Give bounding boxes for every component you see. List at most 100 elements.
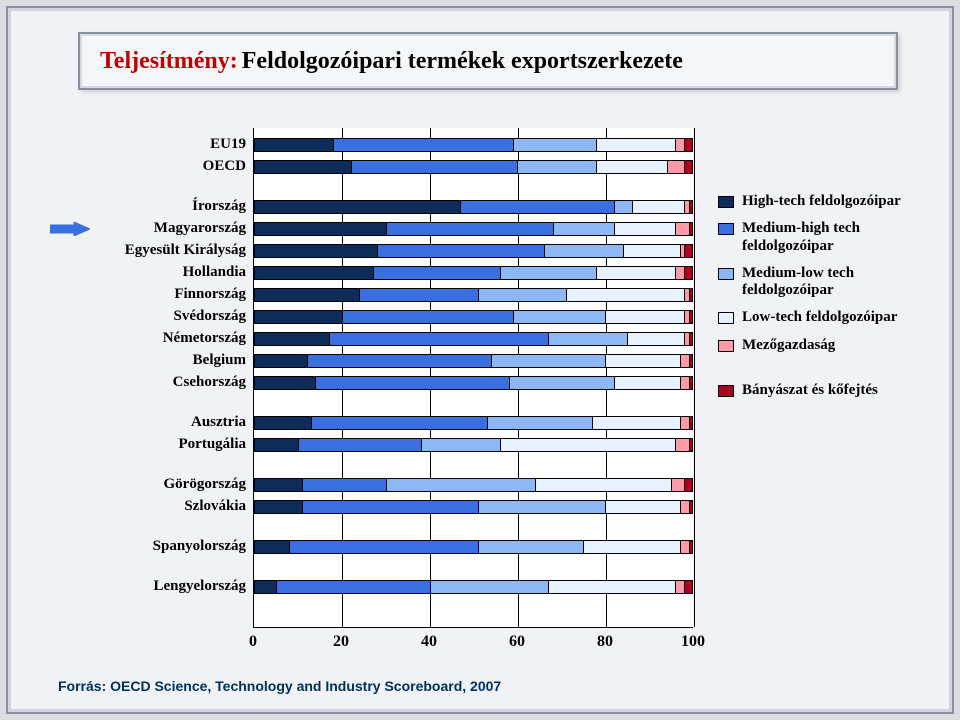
bar-segment-high_tech — [254, 500, 302, 514]
category-label: Csehország — [48, 374, 246, 391]
bar-segment-low_tech — [548, 580, 675, 594]
category-label: Németország — [48, 330, 246, 347]
bar-segment-high_tech — [254, 580, 276, 594]
category-label: Görögország — [48, 476, 246, 493]
bar-segment-med_low — [430, 580, 549, 594]
bar-segment-low_tech — [605, 310, 684, 324]
bar-segment-med_low — [544, 244, 623, 258]
bar-row — [254, 288, 693, 302]
bar-row — [254, 222, 693, 236]
bar-segment-med_low — [500, 266, 597, 280]
bar-segment-mining — [689, 332, 693, 346]
bar-segment-high_tech — [254, 416, 311, 430]
category-label: Szlovákia — [48, 498, 246, 515]
bar-segment-high_tech — [254, 266, 373, 280]
bar-segment-high_tech — [254, 138, 333, 152]
axis-tick-label: 0 — [249, 633, 257, 651]
title-rest: Feldolgozóipari termékek exportszerkezet… — [242, 48, 683, 75]
bar-segment-med_high — [302, 478, 385, 492]
bar-segment-agri — [680, 376, 689, 390]
bar-segment-med_high — [333, 138, 513, 152]
bar-segment-agri — [675, 438, 688, 452]
bar-segment-agri — [675, 222, 688, 236]
title-box: Teljesítmény: Feldolgozóipari termékek e… — [78, 32, 898, 90]
bar-row — [254, 200, 693, 214]
axis-tick-label: 100 — [681, 633, 705, 651]
bar-segment-mining — [689, 310, 693, 324]
bar-segment-high_tech — [254, 540, 289, 554]
bar-segment-low_tech — [596, 138, 675, 152]
bar-segment-med_high — [359, 288, 478, 302]
bar-segment-mining — [684, 580, 693, 594]
bar-row — [254, 416, 693, 430]
category-label: EU19 — [48, 136, 246, 153]
bar-segment-agri — [671, 478, 684, 492]
legend-item: Medium-high tech feldolgozóipar — [718, 220, 918, 255]
bar-segment-high_tech — [254, 310, 342, 324]
bar-segment-low_tech — [605, 354, 680, 368]
bar-segment-agri — [680, 500, 689, 514]
legend: High-tech feldolgozóipar Medium-high tech… — [718, 193, 918, 409]
bar-segment-low_tech — [614, 376, 680, 390]
bar-segment-mining — [684, 244, 693, 258]
bar-segment-mining — [689, 416, 693, 430]
bar-row — [254, 310, 693, 324]
bar-segment-med_high — [289, 540, 478, 554]
legend-item: High-tech feldolgozóipar — [718, 193, 918, 210]
bar-segment-mining — [684, 266, 693, 280]
bar-segment-med_high — [377, 244, 544, 258]
bar-segment-high_tech — [254, 332, 329, 346]
bar-segment-high_tech — [254, 354, 307, 368]
bar-segment-med_low — [553, 222, 614, 236]
plot-area — [253, 128, 693, 628]
legend-swatch — [718, 340, 734, 352]
category-label: Hollandia — [48, 264, 246, 281]
bar-segment-high_tech — [254, 244, 377, 258]
axis-tick-label: 40 — [421, 633, 437, 651]
chart: EU19OECDÍrországMagyarországEgyesült Kir… — [48, 128, 928, 658]
bar-segment-med_low — [478, 540, 583, 554]
category-label: Írország — [48, 198, 246, 215]
bar-segment-mining — [689, 376, 693, 390]
axis-tick-label: 20 — [333, 633, 349, 651]
bar-row — [254, 138, 693, 152]
legend-label: Medium-low tech feldolgozóipar — [742, 265, 918, 300]
bar-segment-low_tech — [632, 200, 685, 214]
bar-segment-mining — [689, 200, 693, 214]
bar-segment-low_tech — [596, 266, 675, 280]
bar-segment-med_low — [478, 500, 605, 514]
bar-row — [254, 500, 693, 514]
bar-segment-mining — [684, 478, 693, 492]
legend-item: Bányászat és kőfejtés — [718, 382, 918, 399]
legend-item: Medium-low tech feldolgozóipar — [718, 265, 918, 300]
bar-segment-med_high — [276, 580, 430, 594]
bar-row — [254, 244, 693, 258]
bar-segment-med_low — [517, 160, 596, 174]
category-label: Portugália — [48, 436, 246, 453]
bar-segment-low_tech — [623, 244, 680, 258]
axis-tick-label: 60 — [509, 633, 525, 651]
bar-segment-mining — [689, 500, 693, 514]
bar-segment-med_low — [513, 138, 596, 152]
bar-segment-low_tech — [627, 332, 684, 346]
bar-segment-mining — [689, 438, 693, 452]
bar-segment-med_low — [478, 288, 566, 302]
legend-label: Medium-high tech feldolgozóipar — [742, 220, 918, 255]
bar-segment-med_high — [342, 310, 513, 324]
bar-segment-low_tech — [614, 222, 675, 236]
bar-segment-high_tech — [254, 438, 298, 452]
bar-segment-high_tech — [254, 222, 386, 236]
bar-segment-med_low — [487, 416, 592, 430]
bar-segment-agri — [680, 540, 689, 554]
category-label: Belgium — [48, 352, 246, 369]
bar-segment-high_tech — [254, 376, 315, 390]
bar-segment-high_tech — [254, 478, 302, 492]
bar-segment-med_low — [548, 332, 627, 346]
category-label: Lengyelország — [48, 578, 246, 595]
bar-segment-low_tech — [592, 416, 680, 430]
bar-segment-med_high — [307, 354, 491, 368]
bar-segment-low_tech — [535, 478, 671, 492]
legend-item: Mezőgazdaság — [718, 337, 918, 354]
bar-segment-agri — [675, 138, 684, 152]
bar-segment-med_high — [373, 266, 500, 280]
